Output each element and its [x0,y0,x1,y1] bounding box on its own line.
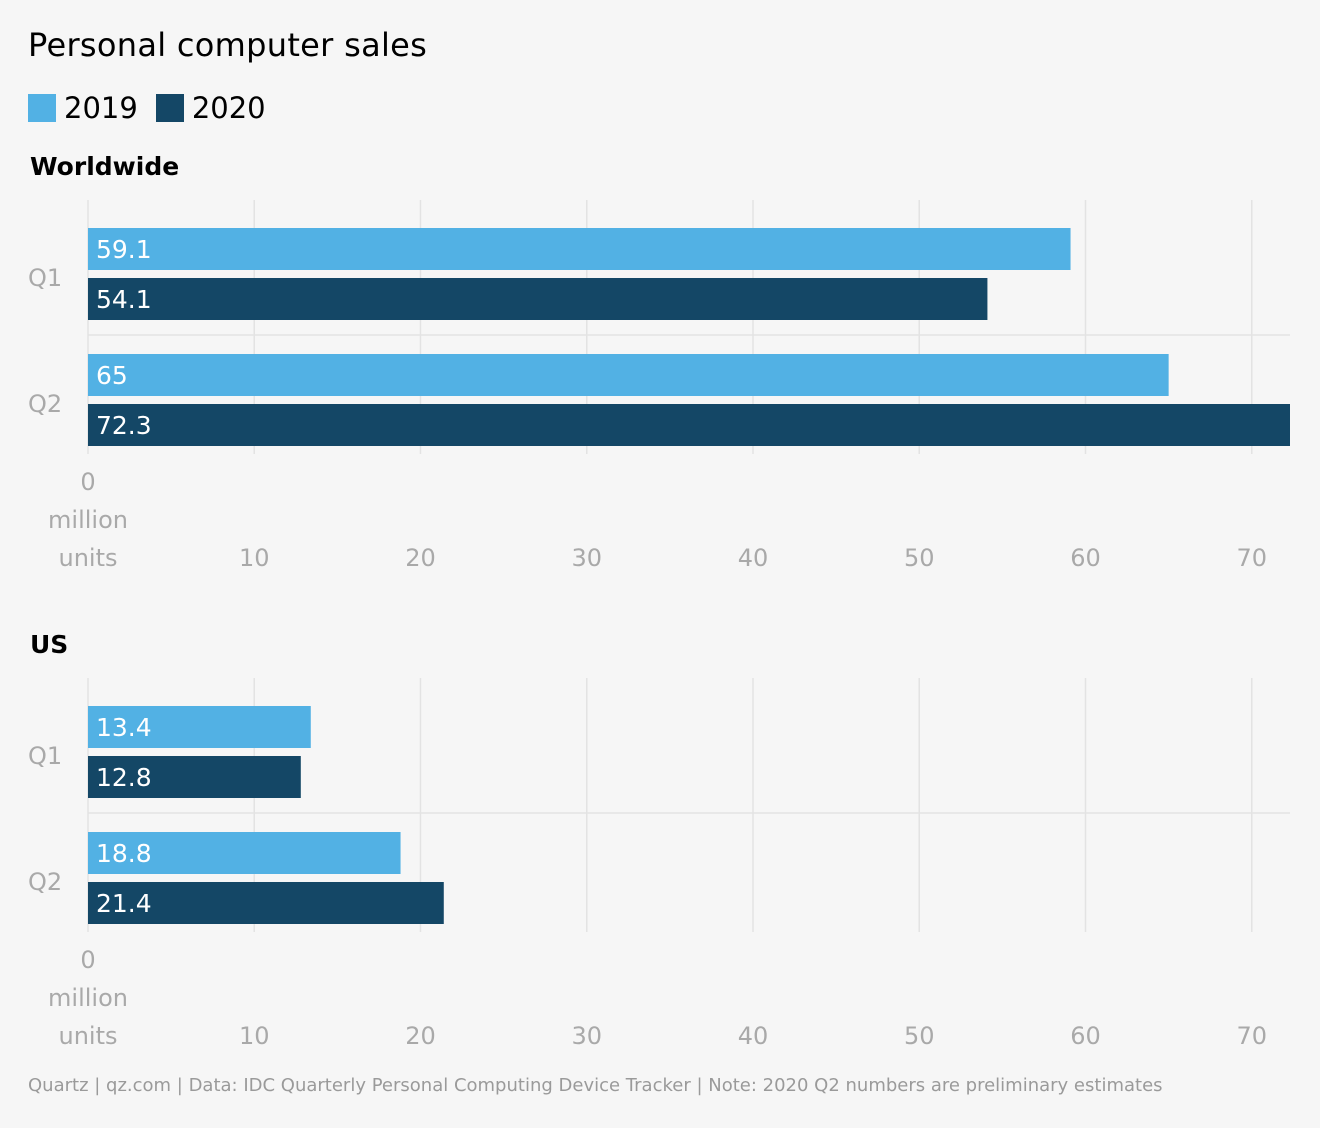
category-label: Q2 [28,390,62,418]
bar-value-label: 72.3 [96,411,152,440]
x-tick-label: 60 [1070,544,1101,572]
x-tick-label: 10 [239,544,270,572]
legend-swatch-2020 [155,94,184,122]
x-tick-label-first: 0 [80,468,95,496]
legend-item-2020: 2020 [155,91,266,125]
bar-2019-Q1 [88,706,311,748]
bar-value-label: 54.1 [96,285,152,314]
x-tick-label: 30 [571,1022,602,1050]
bar-2020-Q2 [88,404,1290,446]
legend-item-2019: 2019 [28,91,138,125]
x-tick-label: 40 [738,1022,769,1050]
x-tick-label-first: units [58,1022,117,1050]
x-tick-label: 20 [405,544,436,572]
category-label: Q1 [28,742,62,770]
chart-title: Personal computer sales [28,26,428,64]
x-tick-label: 60 [1070,1022,1101,1050]
bar-2020-Q2 [88,882,444,924]
x-tick-label-first: million [48,506,128,534]
worldwide-bar-chart: Q1 59.1 54.1 Q2 65 72.30 million units 10 20 30 40 5… [28,200,1290,572]
legend-label-2019: 2019 [64,91,138,125]
x-tick-label: 70 [1236,1022,1267,1050]
panel-title-worldwide: Worldwide [30,152,180,181]
bar-2020-Q1 [88,278,988,320]
x-tick-label: 50 [904,544,935,572]
bar-value-label: 12.8 [96,763,152,792]
us-bar-chart: Q1 13.4 12.8 Q2 18.8 21.40 million units 10 20 30 4… [28,678,1290,1050]
bar-2019-Q2 [88,832,401,874]
legend: 2019 2020 [28,90,284,126]
x-tick-label: 30 [571,544,602,572]
bar-2019-Q1 [88,228,1071,270]
source-note: Quartz | qz.com | Data: IDC Quarterly Pe… [28,1075,1163,1096]
category-label: Q2 [28,868,62,896]
bar-2019-Q2 [88,354,1169,396]
category-label: Q1 [28,264,62,292]
x-tick-label: 50 [904,1022,935,1050]
bar-2020-Q1 [88,756,301,798]
x-tick-label: 10 [239,1022,270,1050]
x-tick-label: 20 [405,1022,436,1050]
x-tick-label: 40 [738,544,769,572]
bar-value-label: 65 [96,361,128,390]
x-tick-label-first: million [48,984,128,1012]
bar-value-label: 13.4 [96,713,152,742]
x-tick-label: 70 [1236,544,1267,572]
x-tick-label-first: units [58,544,117,572]
bar-value-label: 21.4 [96,889,152,918]
bar-value-label: 59.1 [96,235,152,264]
legend-label-2020: 2020 [191,91,266,125]
bar-value-label: 18.8 [96,839,152,868]
legend-swatch-2019 [28,94,56,122]
panel-title-us: US [30,630,69,659]
x-tick-label-first: 0 [80,946,95,974]
